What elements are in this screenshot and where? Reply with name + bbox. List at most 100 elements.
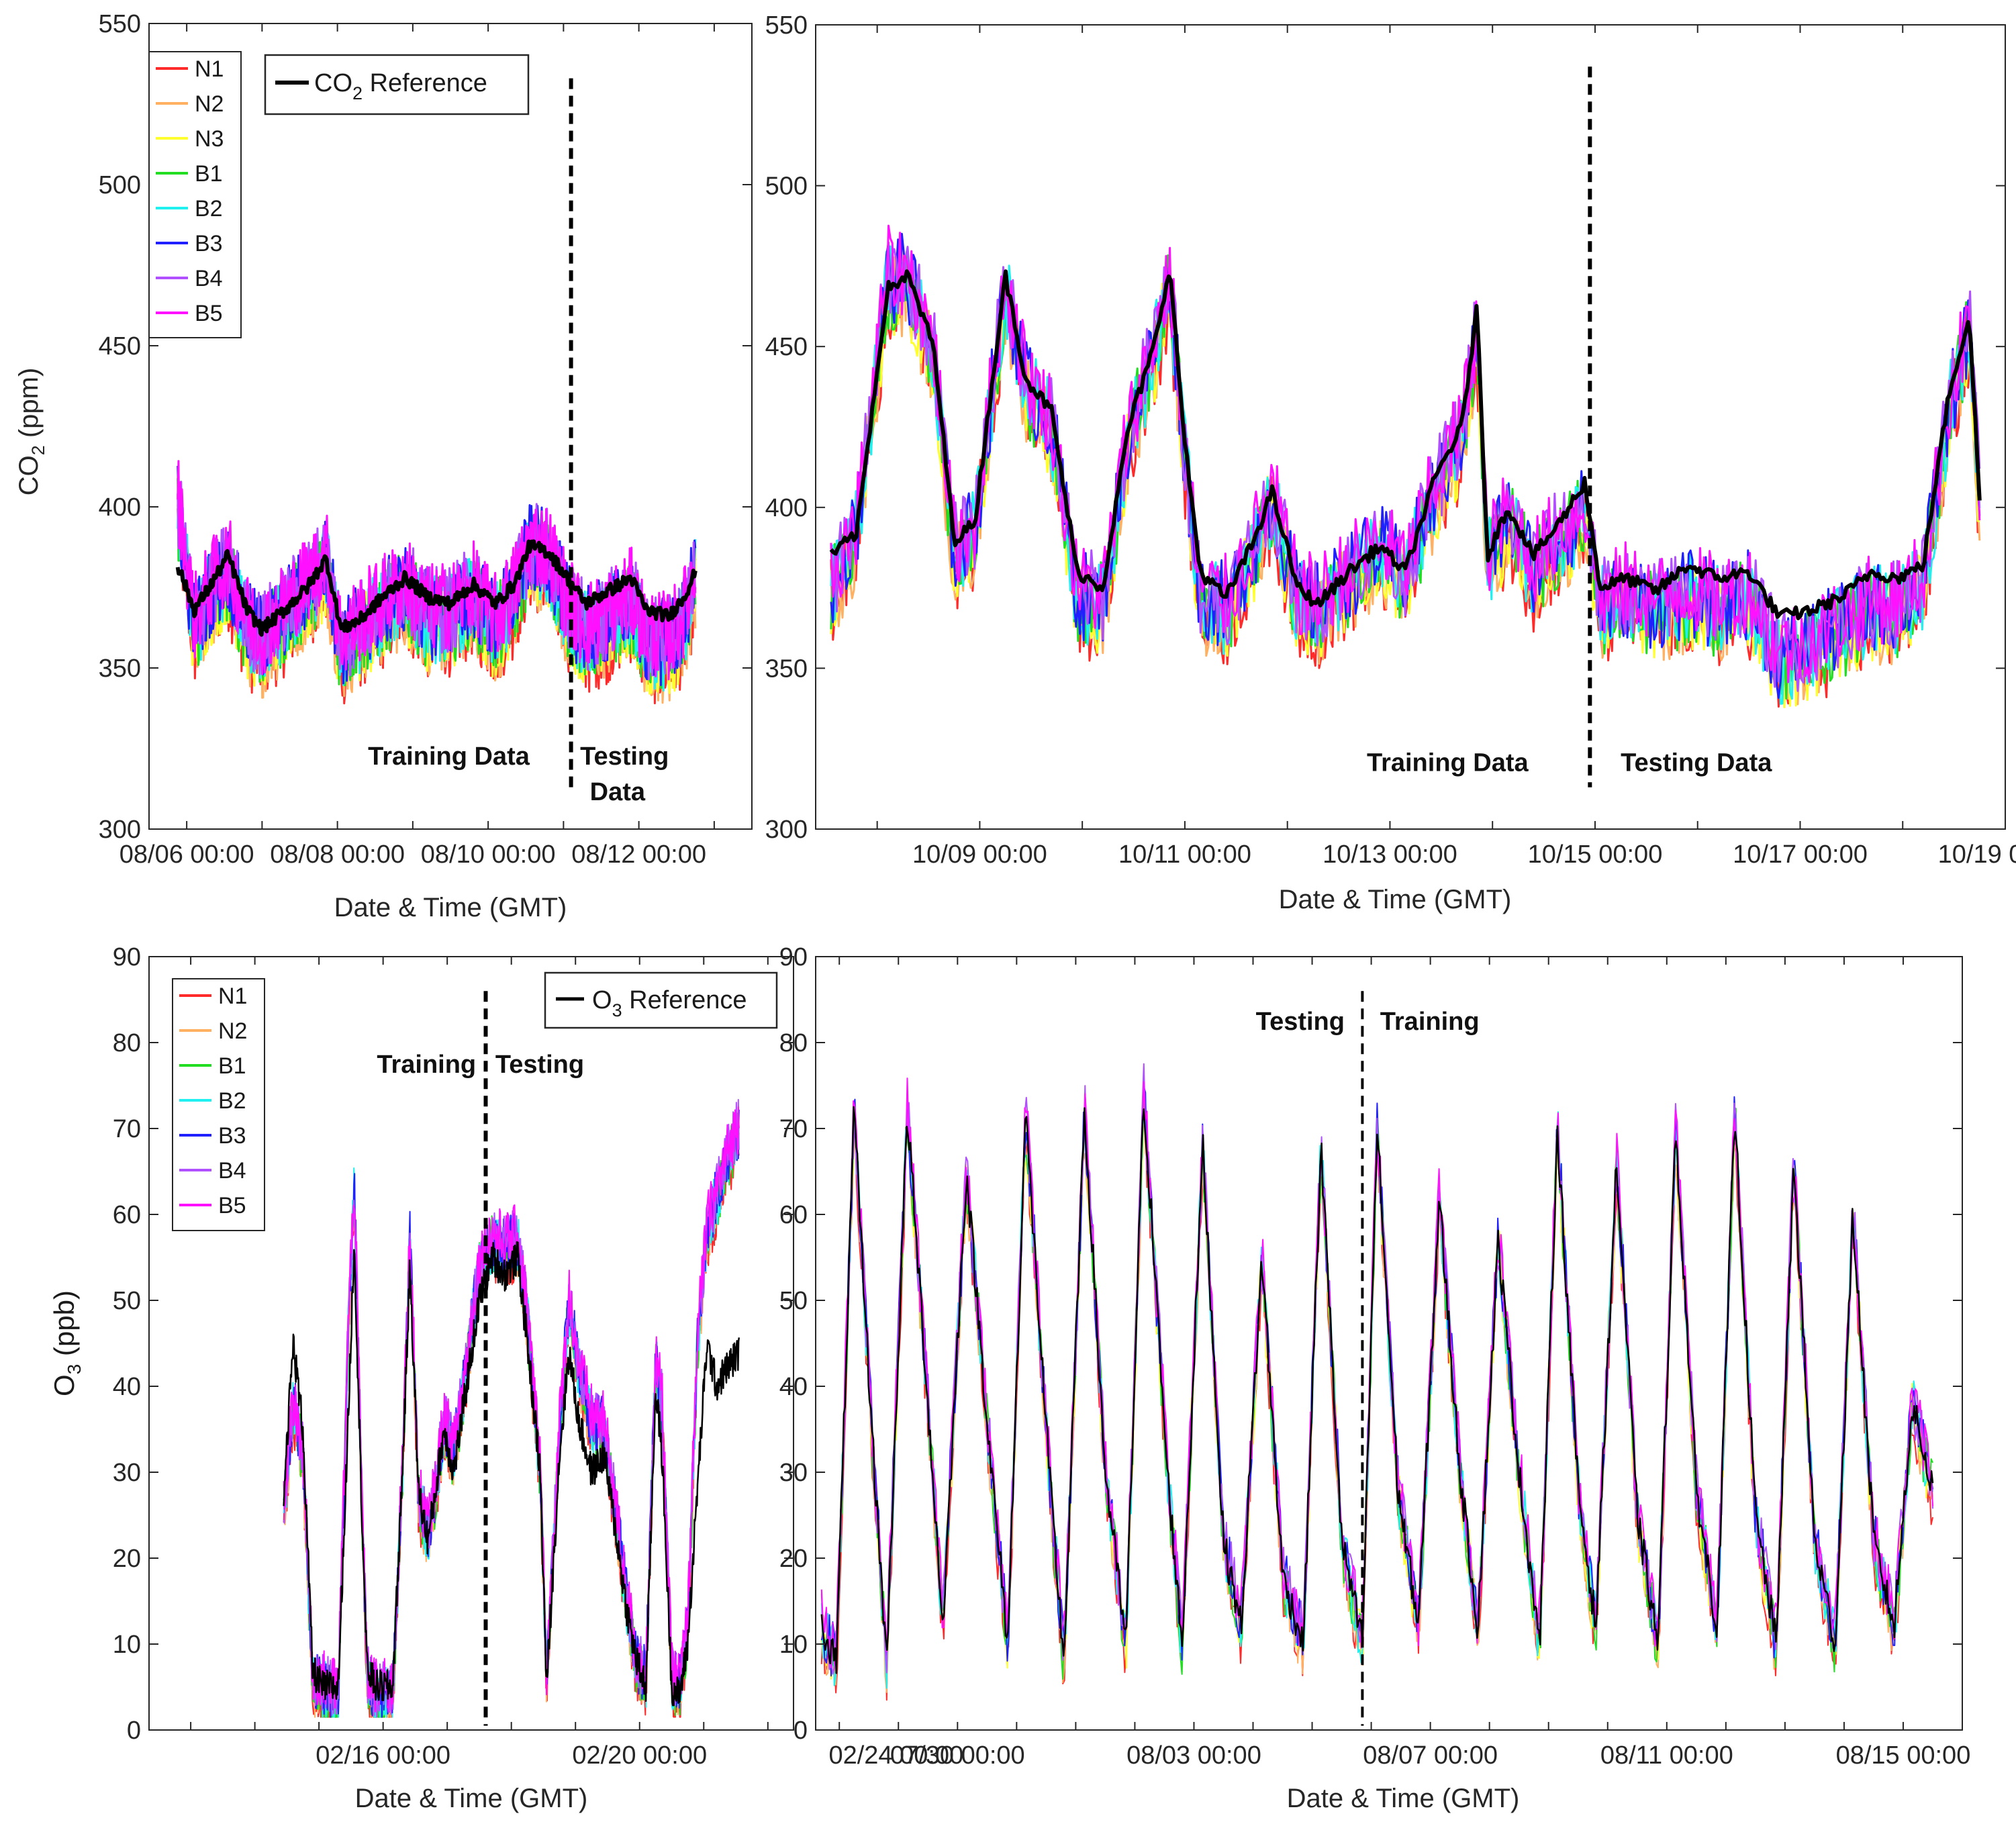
co2-october-panel: 300 350 400 450 500 550 10/09 00:00 10/11 00:00… — [765, 11, 2016, 869]
series-reference — [175, 539, 698, 637]
ref-legend-main: CO — [314, 69, 352, 97]
o3-summer-xlabel: Date & Time (GMT) — [1287, 1784, 1520, 1813]
legend-label-b1: B1 — [195, 161, 223, 187]
ytick-label: 550 — [765, 11, 808, 40]
annotation-label: Testing Data — [1621, 749, 1772, 777]
co2-august-panel: CO2 (ppm) Date & Time (GMT) 300350400450… — [14, 10, 753, 922]
o3-february-panel: O3 (ppb) Date & Time (GMT) 0102030405060… — [48, 943, 963, 1813]
ref-legend-sub: 2 — [352, 83, 363, 103]
series-reference — [283, 1241, 740, 1707]
legend-label-b2: B2 — [195, 196, 223, 222]
xtick-label: 08/12 00:00 — [571, 840, 706, 869]
ytick-label: 50 — [113, 1287, 141, 1315]
co2-august-ylabel: CO2 (ppm) — [14, 368, 48, 496]
co2-august-xlabel: Date & Time (GMT) — [334, 893, 567, 922]
ylabel-unit: (ppb) — [48, 1290, 80, 1364]
ytick-label: 30 — [779, 1459, 808, 1487]
annotation-label: Data — [590, 778, 646, 806]
xtick-label: 10/19 00:00 — [1938, 840, 2016, 869]
legend-box: N1 N2 B1 B2 B3 B4 B5 — [172, 978, 265, 1231]
ylabel-sub: 3 — [64, 1364, 85, 1375]
axes-frame — [815, 956, 1963, 1731]
series-reference — [820, 1106, 1934, 1674]
legend-label-n3: N3 — [195, 126, 224, 152]
reference-legend: O3 Reference — [544, 971, 778, 1029]
xtick-label: 08/11 00:00 — [1600, 1741, 1733, 1770]
annotation-label: Testing — [1256, 1008, 1345, 1036]
co2-october-xlabel: Date & Time (GMT) — [1279, 885, 1512, 914]
ytick-label: 50 — [779, 1287, 808, 1315]
ytick-label: 80 — [113, 1029, 141, 1057]
ytick-label: 400 — [765, 494, 808, 522]
xtick-label: 10/09 00:00 — [912, 840, 1047, 869]
xtick-label: 02/16 00:00 — [316, 1741, 450, 1770]
ytick-label: 500 — [99, 171, 141, 199]
ytick-label: 450 — [765, 333, 808, 361]
ytick-label: 500 — [765, 173, 808, 201]
ytick-label: 300 — [765, 816, 808, 844]
ytick-label: 400 — [99, 493, 141, 522]
o3-february-xlabel: Date & Time (GMT) — [355, 1784, 588, 1813]
xtick-label: 02/20 00:00 — [572, 1741, 707, 1770]
ytick-label: 0 — [127, 1717, 141, 1745]
legend-label-b1: B1 — [218, 1053, 246, 1079]
ylabel-sub: 2 — [28, 445, 48, 455]
ylabel-main: CO — [14, 455, 44, 495]
ref-legend-rest: Reference — [363, 69, 487, 97]
xtick-label: 08/06 00:00 — [119, 840, 254, 869]
ylabel-main: O — [48, 1374, 80, 1396]
legend-label-n2: N2 — [218, 1018, 247, 1044]
ytick-label: 90 — [779, 943, 808, 971]
legend-label-b4: B4 — [195, 266, 223, 291]
ytick-label: 40 — [779, 1373, 808, 1401]
axes-frame — [148, 23, 753, 830]
ytick-label: 20 — [779, 1545, 808, 1573]
plot-area — [175, 78, 698, 787]
annotation-label: Testing — [495, 1051, 584, 1079]
xtick-label: 10/15 00:00 — [1528, 840, 1663, 869]
legend-label-n1: N1 — [218, 983, 247, 1009]
plot-area — [820, 991, 1934, 1726]
legend-label-b4: B4 — [218, 1158, 246, 1184]
axes-frame — [815, 24, 2006, 830]
annotation-label: Training — [1380, 1008, 1480, 1036]
legend-label-b3: B3 — [218, 1123, 246, 1149]
ytick-label: 70 — [779, 1115, 808, 1143]
ytick-label: 90 — [113, 943, 141, 971]
legend-box: N1 N2 N3 B1 B2 B3 B4 B5 — [148, 51, 242, 338]
o3-summer-panel: Date & Time (GMT) 0 10 20 30 40 50 60 70 80 90 07/… — [779, 943, 1971, 1813]
o3-february-ylabel: O3 (ppb) — [48, 1290, 85, 1396]
ytick-label: 70 — [113, 1115, 141, 1143]
ytick-label: 550 — [99, 10, 141, 38]
ref-legend-rest: Reference — [622, 986, 747, 1014]
annotation-label: Training — [377, 1051, 476, 1079]
legend-label-b2: B2 — [218, 1088, 246, 1114]
legend-label-b5: B5 — [195, 301, 223, 326]
reference-legend-label: CO2 Reference — [314, 69, 487, 103]
series-b5 — [177, 460, 697, 681]
annotation-label: Training Data — [368, 742, 530, 771]
xtick-label: 02/24 00:00 — [828, 1741, 963, 1770]
ytick-label: 450 — [99, 332, 141, 361]
ref-legend-sub: 3 — [612, 1000, 622, 1020]
ref-legend-main: O — [592, 986, 612, 1014]
ylabel-unit: (ppm) — [14, 368, 44, 446]
ytick-label: 350 — [765, 655, 808, 683]
xtick-label: 07/30 00:00 — [890, 1741, 1025, 1770]
series-b5 — [830, 224, 1981, 683]
annotation-label: Testing — [580, 742, 669, 771]
ytick-label: 10 — [779, 1631, 808, 1659]
xtick-label: 08/08 00:00 — [270, 840, 405, 869]
ytick-label: 20 — [113, 1545, 141, 1573]
plot-area — [283, 991, 740, 1726]
legend-label-b3: B3 — [195, 231, 223, 256]
xtick-label: 10/11 00:00 — [1118, 840, 1251, 869]
reference-legend: CO2 Reference — [264, 54, 530, 115]
series-reference — [829, 269, 1982, 620]
ytick-label: 60 — [779, 1201, 808, 1229]
legend-label-n1: N1 — [195, 56, 224, 82]
xtick-label: 08/10 00:00 — [421, 840, 556, 869]
ytick-label: 10 — [113, 1631, 141, 1659]
ytick-label: 80 — [779, 1029, 808, 1057]
